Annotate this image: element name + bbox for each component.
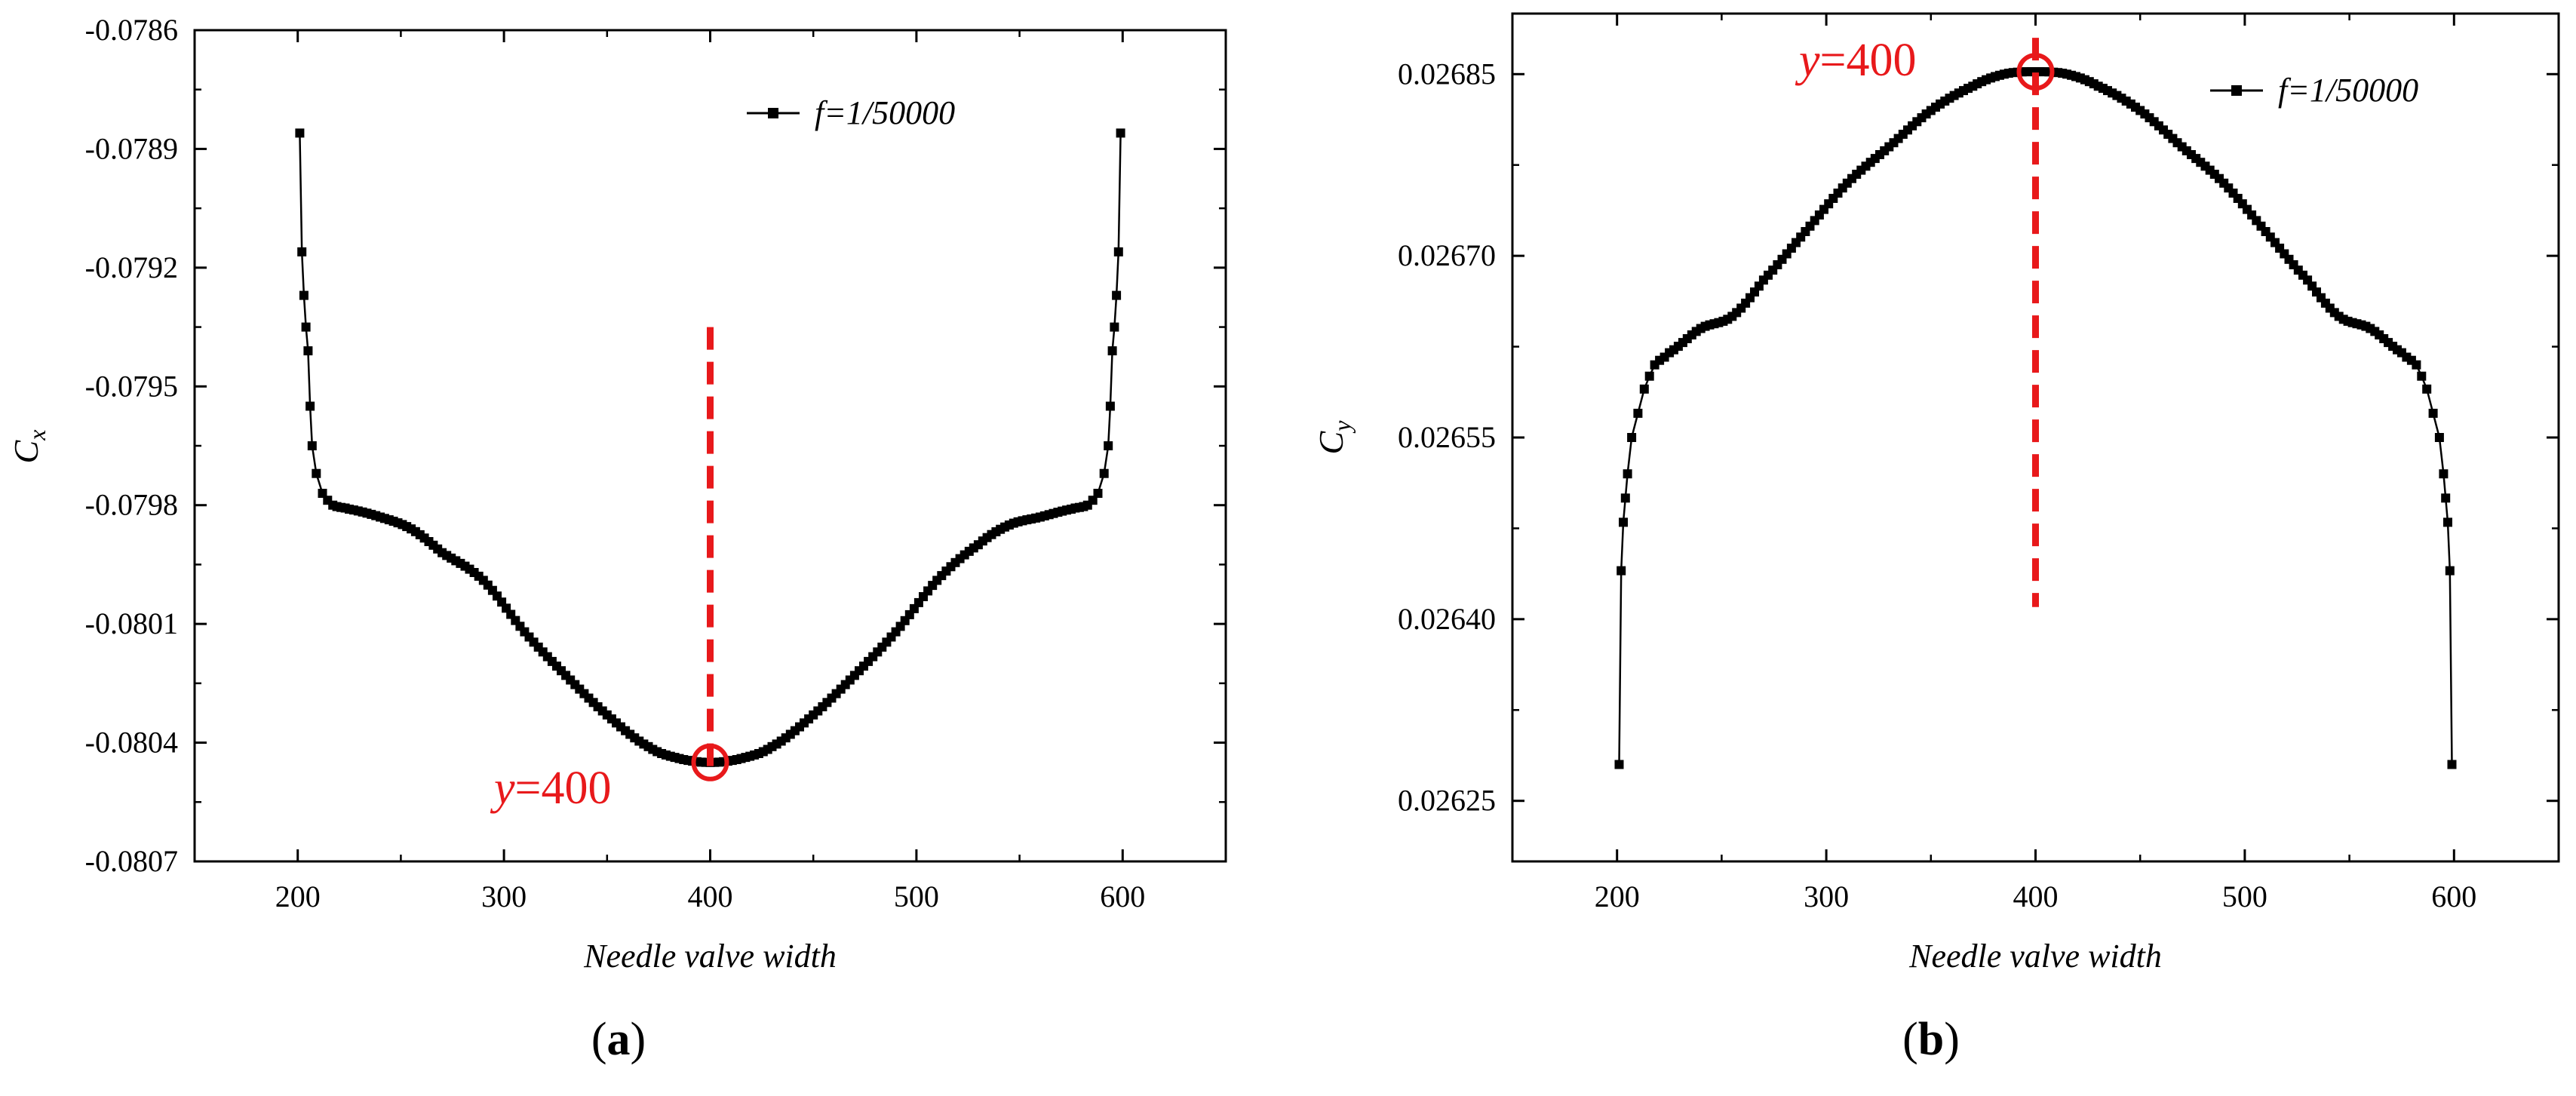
data-point bbox=[1104, 441, 1113, 450]
data-point bbox=[318, 489, 327, 498]
y-tick-label: -0.0792 bbox=[85, 250, 178, 284]
annotation-label: y=400 bbox=[490, 763, 612, 814]
y-axis-title: Cx bbox=[7, 430, 51, 464]
x-tick-label: 400 bbox=[688, 880, 733, 913]
y-tick-label: -0.0795 bbox=[85, 369, 178, 403]
data-point bbox=[312, 468, 321, 478]
legend-label: f=1/50000 bbox=[815, 94, 955, 131]
data-point bbox=[301, 322, 311, 332]
data-point bbox=[1620, 493, 1630, 503]
data-point bbox=[307, 441, 317, 450]
x-tick-label: 600 bbox=[2431, 880, 2476, 913]
data-point bbox=[1619, 517, 1628, 527]
data-point bbox=[1617, 566, 1626, 576]
y-tick-label: -0.0804 bbox=[85, 726, 178, 760]
series-markers bbox=[295, 128, 1125, 767]
data-point bbox=[2447, 760, 2457, 769]
data-point bbox=[299, 290, 309, 300]
y-axis-title: Cy bbox=[1312, 420, 1356, 455]
y-tick-label: 0.02670 bbox=[1398, 238, 1496, 272]
data-point bbox=[2434, 433, 2444, 442]
panel-label: (b) bbox=[1902, 1014, 1960, 1065]
data-point bbox=[1644, 371, 1654, 381]
annotation-label-value: =400 bbox=[515, 763, 612, 814]
data-point bbox=[2417, 371, 2427, 381]
panel-label-letter: b bbox=[1918, 1014, 1944, 1065]
series-markers bbox=[1614, 67, 2457, 769]
x-tick-label: 300 bbox=[481, 880, 527, 913]
x-axis-title: Needle valve width bbox=[1908, 938, 2162, 975]
chart-panel-b: 200 300 400 500 600 0.02625 0.02640 0.02655 0.02… bbox=[1312, 12, 2560, 1065]
x-tick-label: 300 bbox=[1804, 880, 1849, 913]
data-point bbox=[1093, 489, 1103, 498]
annotation-circle bbox=[691, 743, 729, 781]
y-tick-label: 0.02640 bbox=[1398, 602, 1496, 636]
data-point bbox=[2439, 469, 2449, 479]
data-point bbox=[1623, 469, 1632, 479]
y-tick-label: -0.0798 bbox=[85, 488, 178, 522]
legend-label: f=1/50000 bbox=[2278, 72, 2418, 109]
legend-marker bbox=[2231, 85, 2242, 96]
data-point bbox=[1088, 496, 1098, 505]
y-tick-label: -0.0789 bbox=[85, 131, 178, 165]
panel-label: (a) bbox=[591, 1014, 646, 1065]
data-point bbox=[1107, 346, 1117, 356]
data-point bbox=[1105, 401, 1115, 411]
annotation-circle bbox=[2016, 53, 2055, 91]
data-point bbox=[1633, 408, 1643, 418]
y-tick-label: -0.0801 bbox=[85, 606, 178, 640]
data-point bbox=[1112, 290, 1122, 300]
series-line bbox=[1618, 70, 2453, 765]
x-tick-label: 400 bbox=[2013, 880, 2059, 913]
y-axis-title-main: C bbox=[1312, 430, 1350, 454]
panel-label-close: ) bbox=[1944, 1014, 1960, 1065]
annotation-label-var: y bbox=[490, 763, 515, 814]
legend: f=1/50000 bbox=[2210, 72, 2418, 109]
data-point bbox=[2412, 360, 2421, 370]
panel-label-letter: a bbox=[607, 1014, 631, 1065]
data-point bbox=[1614, 760, 1624, 769]
annotation-label: y=400 bbox=[1795, 35, 1917, 86]
data-point bbox=[1639, 384, 1649, 394]
x-tick-label: 200 bbox=[1595, 880, 1640, 913]
x-axis-title: Needle valve width bbox=[583, 938, 837, 975]
y-axis-title-main: C bbox=[7, 439, 45, 463]
data-point bbox=[2441, 493, 2451, 503]
data-point bbox=[305, 401, 315, 411]
x-tick-label: 200 bbox=[275, 880, 321, 913]
y-tick-label: 0.02685 bbox=[1398, 57, 1496, 91]
y-axis-title-sub: x bbox=[23, 430, 51, 441]
chart-panel-a: 200 300 400 500 600 -0.0807 -0.0804 -0.0801 -0.0… bbox=[7, 13, 1227, 1065]
x-tick-label: 500 bbox=[2222, 880, 2267, 913]
panel-label-open: ( bbox=[1902, 1014, 1918, 1065]
data-point bbox=[1627, 433, 1637, 442]
legend: f=1/50000 bbox=[747, 94, 955, 131]
y-axis-title-sub: y bbox=[1328, 420, 1356, 434]
panel-label-open: ( bbox=[591, 1014, 607, 1065]
data-point bbox=[2443, 517, 2452, 527]
annotation-label-value: =400 bbox=[1820, 35, 1917, 86]
x-tick-label: 600 bbox=[1100, 880, 1145, 913]
data-point bbox=[1099, 468, 1109, 478]
data-point bbox=[303, 346, 313, 356]
legend-marker bbox=[768, 108, 778, 118]
data-point bbox=[2445, 566, 2455, 576]
annotation-label-var: y bbox=[1795, 35, 1820, 86]
data-point bbox=[1116, 128, 1125, 138]
x-tick-label: 500 bbox=[894, 880, 939, 913]
data-point bbox=[295, 128, 305, 138]
panel-label-close: ) bbox=[631, 1014, 646, 1065]
data-point bbox=[1110, 322, 1119, 332]
data-point bbox=[297, 247, 307, 256]
y-tick-label: -0.0786 bbox=[85, 13, 178, 47]
y-tick-label: -0.0807 bbox=[85, 844, 178, 878]
y-tick-label: 0.02655 bbox=[1398, 420, 1496, 454]
data-point bbox=[2428, 408, 2438, 418]
data-point bbox=[1113, 247, 1123, 256]
y-tick-label: 0.02625 bbox=[1398, 784, 1496, 818]
data-point bbox=[2422, 384, 2432, 394]
